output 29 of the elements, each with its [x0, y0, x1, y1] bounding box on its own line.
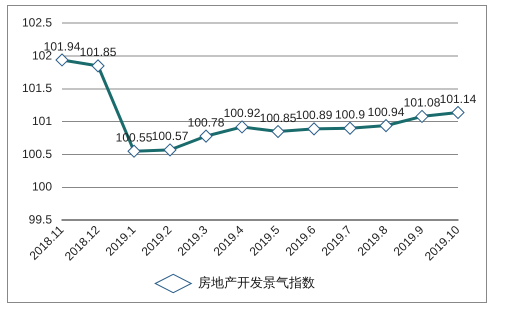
y-tick-label: 99.5 [28, 212, 52, 226]
y-tick-label: 100.5 [22, 146, 52, 161]
point [416, 110, 429, 123]
point [344, 122, 357, 135]
point [56, 53, 69, 66]
y-tick-label: 101 [32, 114, 52, 128]
y-tick-label: 102.5 [22, 16, 52, 30]
data-label: 100.85 [260, 110, 297, 125]
data-label: 100.9 [334, 108, 366, 122]
point [272, 125, 285, 138]
point [236, 120, 249, 134]
data-label: 100.89 [296, 108, 333, 122]
point [128, 144, 141, 158]
data-label: 100.78 [188, 115, 225, 130]
point [92, 59, 105, 72]
point [200, 130, 213, 143]
data-label: 100.57 [152, 129, 189, 144]
data-label: 100.92 [224, 106, 261, 120]
data-label: 101.85 [80, 45, 117, 60]
point [380, 119, 393, 132]
y-tick-label: 100 [32, 180, 52, 194]
point [164, 143, 177, 156]
data-label: 101.14 [440, 92, 477, 106]
point [308, 122, 321, 136]
data-label: 100.94 [368, 104, 405, 119]
data-label: 101.08 [404, 96, 441, 110]
point [452, 106, 464, 119]
legend-label: 房地产开发景气指数 [198, 274, 315, 291]
y-tick-label: 101.5 [22, 81, 52, 96]
